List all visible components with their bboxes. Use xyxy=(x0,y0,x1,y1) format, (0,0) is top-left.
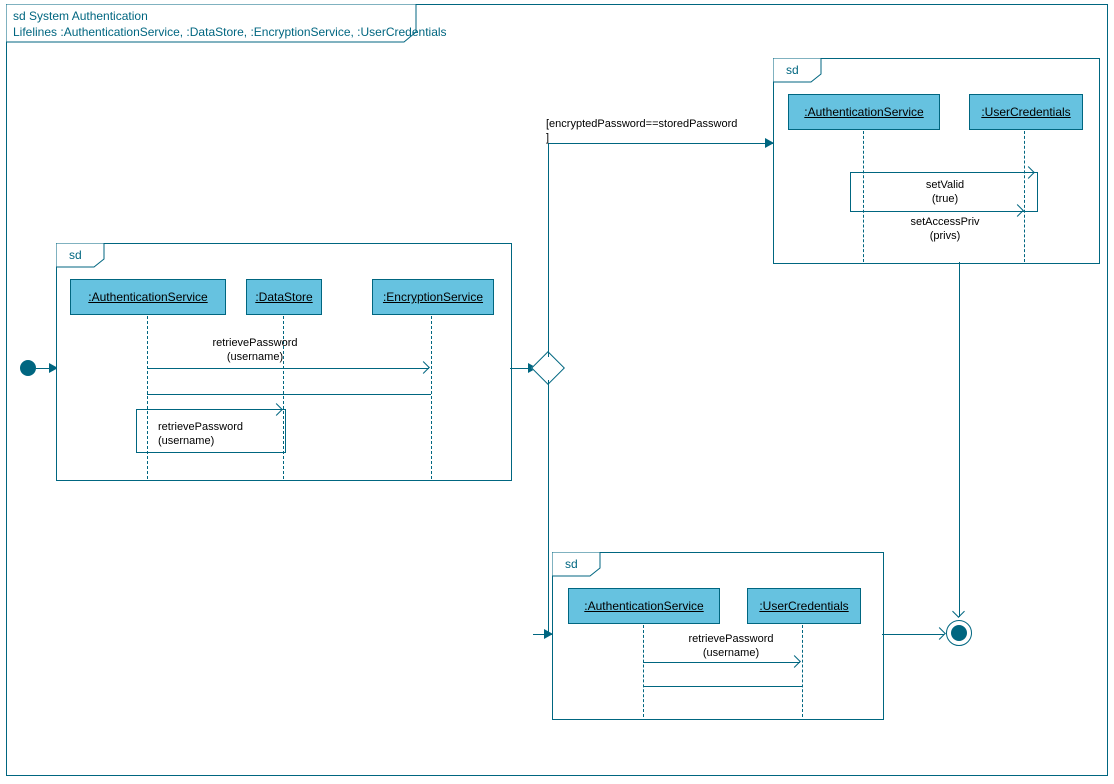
frame1-tab: sd xyxy=(69,248,82,262)
frame2-msg2-line xyxy=(863,211,1024,212)
edge-diamond-up xyxy=(548,143,549,357)
frame1-msg1-l2: (username) xyxy=(200,350,310,364)
guard-l1: [encryptedPassword==storedPassword xyxy=(546,118,737,130)
frame2-msg2-label: setAccessPriv (privs) xyxy=(900,215,990,244)
frame3-msg1-l1: retrievePassword xyxy=(676,632,786,646)
frame3-msg1-under xyxy=(643,686,802,687)
frame1-msg1-label: retrievePassword (username) xyxy=(200,336,310,365)
frame3-tab: sd xyxy=(565,557,578,571)
final-node xyxy=(951,625,967,641)
outer-frame-title: sd System Authentication Lifelines :Auth… xyxy=(13,8,447,40)
frame2-lifeline-auth: :AuthenticationService xyxy=(788,94,940,130)
edge-diamond-down xyxy=(548,380,549,634)
frame3-lifeline-auth: :AuthenticationService xyxy=(568,588,720,624)
frame3-lifeline-cred: :UserCredentials xyxy=(747,588,861,624)
frame1-msg1-l1: retrievePassword xyxy=(200,336,310,350)
frame3-line-auth xyxy=(643,625,644,717)
frame1-msg2-l2: (username) xyxy=(158,434,268,448)
edge-frame2-final xyxy=(959,262,960,617)
frame2-msg1-label: setValid (true) xyxy=(900,178,990,207)
title-line1: sd System Authentication xyxy=(13,8,447,24)
frame3-msg1-l2: (username) xyxy=(676,646,786,660)
frame1-lifeline-datastore: :DataStore xyxy=(246,279,322,315)
frame2-tab: sd xyxy=(786,63,799,77)
frame1-lifeline-encrypt: :EncryptionService xyxy=(372,279,494,315)
frame2-msg2-l2: (privs) xyxy=(900,229,990,243)
frame1-lifeline-auth: :AuthenticationService xyxy=(70,279,226,315)
frame1-msg2-label: retrievePassword (username) xyxy=(158,420,268,449)
frame2-msg2-l1: setAccessPriv xyxy=(900,215,990,229)
guard-l2: ] xyxy=(546,132,549,144)
frame1-line-auth xyxy=(147,316,148,479)
frame1-msg1-line xyxy=(147,368,429,369)
frame1-msg1-under xyxy=(147,394,431,395)
frame3-msg1-label: retrievePassword (username) xyxy=(676,632,786,661)
title-line2: Lifelines :AuthenticationService, :DataS… xyxy=(13,24,447,40)
guard-label: [encryptedPassword==storedPassword ] xyxy=(546,117,766,146)
frame2-lifeline-cred: :UserCredentials xyxy=(969,94,1083,130)
frame2-msg1-l1: setValid xyxy=(900,178,990,192)
frame1-msg2-l1: retrievePassword xyxy=(158,420,268,434)
initial-node xyxy=(20,360,36,376)
frame3-msg1-line xyxy=(643,662,800,663)
frame2-msg1-l2: (true) xyxy=(900,192,990,206)
frame1-line-encrypt xyxy=(431,316,432,479)
frame3-line-cred xyxy=(802,625,803,717)
